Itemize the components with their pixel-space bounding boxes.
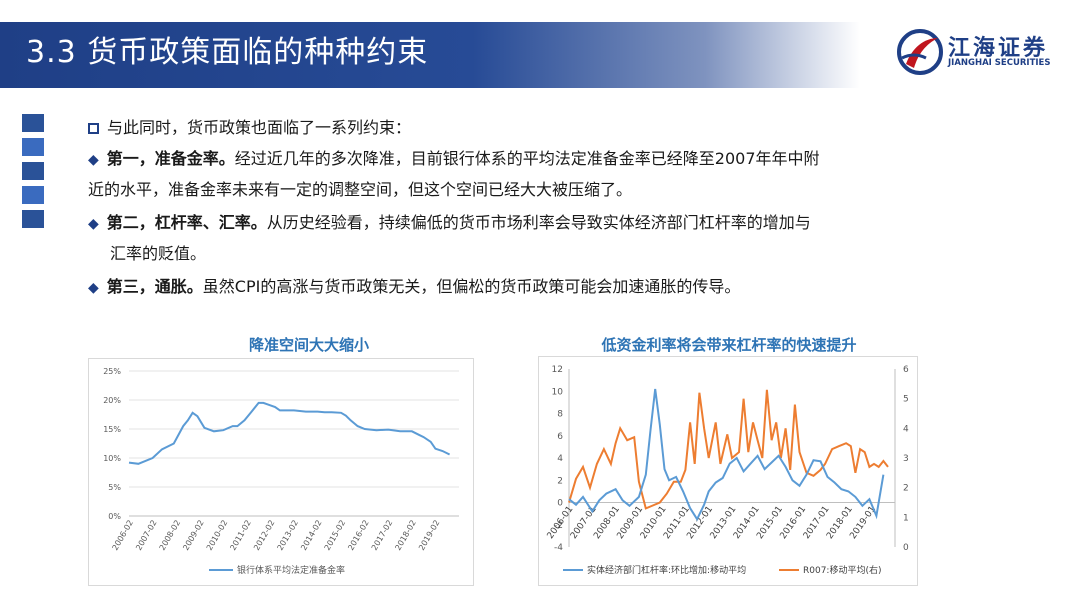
decor-block xyxy=(22,210,44,228)
y-tick-label: 6 xyxy=(557,432,563,442)
chart-1-title: 降准空间大大缩小 xyxy=(248,336,369,354)
item-1-line-1: ◆ 第一，准备金率。经过近几年的多次降准，目前银行体系的平均法定准备金率已经降至2… xyxy=(88,143,820,176)
item-3-line-1: ◆ 第三，通胀。虽然CPI的高涨与货币政策无关，但偏松的货币政策可能会加速通胀的传… xyxy=(88,271,740,304)
item-2-lead: 第二，杠杆率、汇率。 xyxy=(106,213,267,232)
series-line-r007 xyxy=(568,389,889,510)
item-1-lead: 第一，准备金率。 xyxy=(106,149,235,168)
x-tick-label: 2018-02 xyxy=(393,519,418,552)
header-band xyxy=(0,22,860,88)
chart-1-svg: 0% 5% 10% 15% 20% 25% 2006-02 2007-02 2008-02 200… xyxy=(103,367,459,576)
y2-tick-label: 3 xyxy=(903,454,909,464)
item-2-line-1: ◆ 第二，杠杆率、汇率。从历史经验看，持续偏低的货币市场利率会导致实体经济部门杠杆… xyxy=(88,207,811,240)
item-1-text: 经过近几年的多次降准，目前银行体系的平均法定准备金率已经降至2007年年中附 xyxy=(234,149,820,168)
decor-block xyxy=(22,114,44,132)
item-1-line-2: 近的水平，准备金率未来有一定的调整空间，但这个空间已经大大被压缩了。 xyxy=(88,180,633,199)
x-tick-label: 2011-02 xyxy=(228,519,253,552)
x-tick-label: 2012-02 xyxy=(252,519,277,552)
chart-1: 0% 5% 10% 15% 20% 25% 2006-02 2007-02 2008-02 200… xyxy=(88,358,474,586)
chart-2-svg: -4-202468101201234562006-012007-012008-0… xyxy=(546,365,909,576)
logo-mark-icon xyxy=(897,29,943,75)
x-tick-label: 2017-02 xyxy=(370,519,395,552)
legend-label: 实体经济部门杠杆率:环比增加:移动平均 xyxy=(587,564,746,576)
diamond-bullet-icon: ◆ xyxy=(88,216,99,232)
item-2-line-2: 汇率的贬值。 xyxy=(110,244,207,263)
x-tick-label: 2007-02 xyxy=(134,519,159,552)
diamond-bullet-icon: ◆ xyxy=(88,280,99,296)
y2-tick-label: 2 xyxy=(903,484,909,494)
legend-label: 银行体系平均法定准备金率 xyxy=(237,564,345,576)
y-tick-label: 5% xyxy=(108,483,121,492)
y-tick-label: 10 xyxy=(552,387,564,397)
item-2-text: 从历史经验看，持续偏低的货币市场利率会导致实体经济部门杠杆率的增加与 xyxy=(266,213,811,232)
x-tick-label: 2016-02 xyxy=(346,519,371,552)
y2-tick-label: 5 xyxy=(903,395,909,405)
logo-name-en: JIANGHAI SECURITIES xyxy=(948,58,1051,68)
y-tick-label: 2 xyxy=(557,476,563,486)
x-tick-label: 2008-02 xyxy=(158,519,183,552)
y-tick-label: 15% xyxy=(103,425,121,434)
y-tick-label: 12 xyxy=(552,365,563,375)
decor-block xyxy=(22,162,44,180)
intro-line: 与此同时，货币政策也面临了一系列约束： xyxy=(88,112,411,143)
y-tick-label: 8 xyxy=(557,410,563,420)
company-logo: 江海证券 JIANGHAI SECURITIES xyxy=(896,28,1066,78)
series-line-leverage xyxy=(568,388,885,522)
x-tick-label: 2006-02 xyxy=(111,519,136,552)
diamond-bullet-icon: ◆ xyxy=(88,152,99,168)
y2-tick-label: 1 xyxy=(903,513,909,523)
decor-block xyxy=(22,186,44,204)
y2-tick-label: 6 xyxy=(903,365,909,375)
y-tick-label: 20% xyxy=(103,396,121,405)
series-line xyxy=(128,401,451,465)
chart-2-title: 低资金利率将会带来杠杆率的快速提升 xyxy=(601,336,857,354)
y-tick-label: 25% xyxy=(103,367,121,376)
y-tick-label: 0% xyxy=(108,512,121,521)
item-3-lead: 第三，通胀。 xyxy=(106,277,203,296)
x-tick-label: 2019-02 xyxy=(417,519,442,552)
y-tick-label: -2 xyxy=(554,521,563,531)
decor-block xyxy=(22,138,44,156)
legend-label: R007:移动平均(右) xyxy=(803,564,882,576)
x-tick-label: 2015-02 xyxy=(323,519,348,552)
x-tick-label: 2010-02 xyxy=(205,519,230,552)
square-bullet-icon xyxy=(88,123,99,134)
chart-2: -4 -2 0 2 4 6 8 10 12 0 1 2 3 4 5 6 2006-01 2007-01 2008-0… xyxy=(538,356,918,586)
x-tick-label: 2014-02 xyxy=(299,519,324,552)
x-tick-label: 2013-02 xyxy=(276,519,301,552)
page-title: 3.3 货币政策面临的种种约束 xyxy=(26,35,429,70)
item-3-text: 虽然CPI的高涨与货币政策无关，但偏松的货币政策可能会加速通胀的传导。 xyxy=(202,277,741,296)
x-tick-label: 2009-02 xyxy=(181,519,206,552)
y2-tick-label: 0 xyxy=(903,543,909,553)
y-tick-label: 10% xyxy=(103,454,121,463)
y-tick-label: 4 xyxy=(557,454,563,464)
y2-tick-label: 4 xyxy=(903,424,909,434)
y-tick-label: -4 xyxy=(554,543,563,553)
y-tick-label: 0 xyxy=(557,499,563,509)
logo-name-cn: 江海证券 xyxy=(948,36,1049,61)
